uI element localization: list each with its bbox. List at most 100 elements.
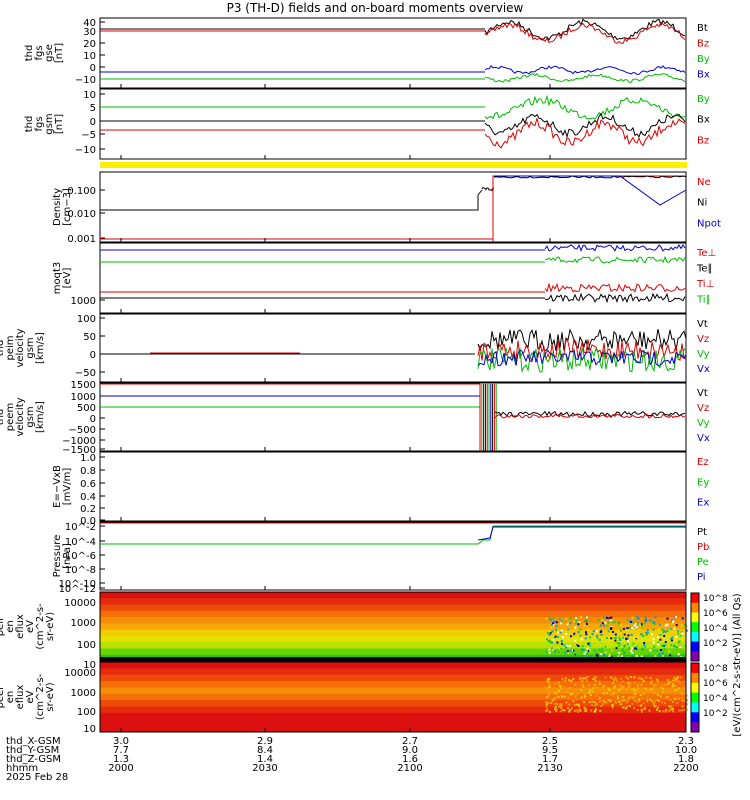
spectro-pixel — [577, 710, 580, 713]
spectro-pixel — [665, 696, 668, 699]
ylabel-line: sr-eV) — [45, 612, 56, 641]
spectro-pixel — [621, 685, 624, 688]
spectro-pixel — [588, 642, 591, 645]
spectro-pixel — [603, 616, 606, 619]
series-pi — [477, 526, 686, 541]
spectro-pixel — [630, 633, 633, 636]
spectro-pixel — [639, 683, 642, 686]
ytick-label: 10 — [83, 90, 96, 101]
spectro-pixel — [561, 642, 564, 645]
ytick-label: 0 — [90, 117, 96, 128]
series-ne-high — [492, 175, 686, 242]
page-title: P3 (TH-D) fields and on-board moments ov… — [226, 1, 524, 15]
spectro-pixel — [573, 704, 576, 707]
spectro-pixel — [586, 679, 589, 682]
spectro-pixel — [640, 633, 643, 636]
spectro-pixel — [652, 649, 655, 652]
spectro-pixel — [640, 708, 643, 711]
spectro-pixel — [592, 630, 595, 633]
spectro-pixel — [653, 701, 656, 704]
spectro-pixel — [571, 649, 574, 652]
spectro-pixel — [652, 641, 655, 644]
spectro-pixel — [677, 687, 680, 690]
spectro-pixel — [638, 700, 641, 703]
spectro-pixel — [551, 624, 554, 627]
spectro-band — [100, 712, 686, 720]
spectro-pixel — [556, 646, 559, 649]
spectro-pixel — [596, 630, 599, 633]
spectro-pixel — [610, 637, 613, 640]
spectro-pixel — [566, 650, 569, 653]
spectro-pixel — [637, 686, 640, 689]
spectro-pixel — [559, 704, 562, 707]
spectro-pixel — [563, 709, 566, 712]
spectro-pixel — [677, 632, 680, 635]
spectro-pixel — [653, 705, 656, 708]
spectro-pixel — [637, 677, 640, 680]
spectro-pixel — [558, 687, 561, 690]
ytick-label: 100 — [77, 314, 96, 325]
footer-value: 1.7 — [542, 754, 558, 765]
spectro-pixel — [607, 690, 610, 693]
ytick-label: 100 — [77, 640, 96, 651]
panel-frame — [99, 313, 687, 383]
spectro-pixel — [673, 676, 676, 679]
spectro-band — [100, 681, 686, 688]
footer-value: 3.0 — [113, 736, 129, 747]
ytick-label: 0.010 — [67, 209, 96, 220]
spectro-pixel — [560, 622, 563, 625]
spectro-pixel — [591, 690, 594, 693]
spectro-pixel — [680, 696, 683, 699]
spectro-pixel — [561, 678, 564, 681]
spectro-pixel — [555, 629, 558, 632]
spectro-pixel — [614, 701, 617, 704]
spectro-pixel — [638, 623, 641, 626]
spectro-pixel — [627, 681, 630, 684]
spectro-pixel — [620, 641, 623, 644]
spectro-pixel — [674, 616, 677, 619]
spectro-pixel — [622, 706, 625, 709]
spectro-pixel — [623, 635, 626, 638]
spectro-pixel — [674, 689, 677, 692]
spectro-pixel — [599, 624, 602, 627]
spectro-pixel — [645, 618, 648, 621]
spectro-pixel — [643, 622, 646, 625]
spectro-pixel — [684, 686, 687, 689]
spectro-pixel — [636, 690, 639, 693]
spectro-pixel — [585, 616, 588, 619]
footer-value: 9.0 — [402, 745, 418, 756]
spectro-pixel — [572, 678, 575, 681]
legend-Vy: Vy — [697, 349, 710, 360]
panel-ylabel: thdpeimvelocitygsm[km/s] — [0, 328, 46, 367]
ytick-label: 10^-2 — [65, 522, 96, 533]
spectro-pixel — [545, 703, 548, 706]
spectro-pixel — [583, 701, 586, 704]
spectro-pixel — [623, 645, 626, 648]
spectro-pixel — [654, 630, 657, 633]
legend-Bx: Bx — [697, 115, 710, 126]
spectro-pixel — [605, 701, 608, 704]
spectro-pixel — [621, 649, 624, 652]
spectro-pixel — [681, 705, 684, 708]
spectro-pixel — [680, 631, 683, 634]
spectro-pixel — [598, 638, 601, 641]
spectro-pixel — [558, 650, 561, 653]
spectro-pixel — [651, 679, 654, 682]
spectro-pixel — [554, 650, 557, 653]
spectro-pixel — [545, 638, 548, 641]
spectro-pixel — [652, 702, 655, 705]
spectro-pixel — [640, 655, 643, 658]
spectro-pixel — [663, 689, 666, 692]
spectro-pixel — [551, 699, 554, 702]
spectro-pixel — [561, 695, 564, 698]
spectro-band — [100, 642, 686, 649]
spectro-pixel — [594, 701, 597, 704]
series-bz — [484, 118, 686, 149]
spectro-pixel — [580, 651, 583, 654]
spectro-pixel — [557, 681, 560, 684]
footer-value: 2130 — [537, 763, 563, 774]
spectro-pixel — [643, 641, 646, 644]
spectro-pixel — [626, 705, 629, 708]
spectro-pixel — [656, 643, 659, 646]
spectro-pixel — [663, 634, 666, 637]
